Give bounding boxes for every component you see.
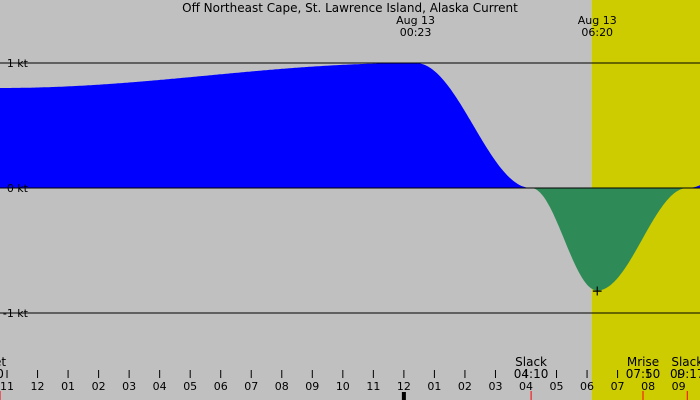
night-background (0, 0, 592, 400)
hour-tick-label: 01 (427, 380, 441, 393)
hour-tick-label: 02 (458, 380, 472, 393)
top-date-label: Aug 13 (578, 14, 617, 27)
hour-tick-label: 11 (0, 380, 14, 393)
hour-tick-label: 04 (519, 380, 533, 393)
event-name: Slack (671, 355, 700, 369)
hour-tick-label: 11 (366, 380, 380, 393)
ebb-area (0, 188, 700, 291)
hour-tick-label: 06 (580, 380, 594, 393)
y-axis-labels: 1 kt 0 kt -1 kt (3, 57, 29, 320)
hour-tick-label: 05 (183, 380, 197, 393)
top-time-label: 06:20 (581, 26, 613, 39)
event-time: 09:17 (670, 367, 700, 381)
hour-axis: 11 12 01 02 03 04 05 06 07 08 09 10 11 12 01 02 03 04 05 06… (0, 370, 686, 400)
hour-tick-label: 07 (244, 380, 258, 393)
y-tick-label: 1 kt (7, 57, 29, 70)
event-time: 0 (0, 367, 4, 381)
hour-tick-label: 01 (61, 380, 75, 393)
event-name: Slack (515, 355, 547, 369)
marker-symbol: + (591, 284, 603, 300)
hour-tick-label: 09 (305, 380, 319, 393)
current-areas (0, 63, 700, 291)
hour-tick-label: 10 (336, 380, 350, 393)
hour-tick-label: 02 (92, 380, 106, 393)
top-date-label: Aug 13 (396, 14, 435, 27)
hour-tick-label: 12 (397, 380, 411, 393)
midnight-marker (401, 392, 406, 400)
hour-tick-label: 08 (641, 380, 655, 393)
event-time: 04:10 (514, 367, 549, 381)
event-name: et (0, 355, 6, 369)
hour-tick-label: 04 (153, 380, 167, 393)
current-marker: + (591, 284, 603, 300)
top-time-label: 00:23 (400, 26, 432, 39)
y-tick-label: 0 kt (7, 182, 29, 195)
hour-tick-label: 03 (488, 380, 502, 393)
flood-area (0, 63, 700, 188)
hour-tick-label: 12 (31, 380, 45, 393)
hour-tick-label: 06 (214, 380, 228, 393)
event-name: Mrise (627, 355, 659, 369)
chart-title: Off Northeast Cape, St. Lawrence Island,… (182, 1, 518, 15)
hour-tick-label: 05 (550, 380, 564, 393)
hour-tick-label: 09 (672, 380, 686, 393)
gridlines (0, 62, 700, 314)
y-tick-label: -1 kt (3, 307, 29, 320)
event-labels: et0Slack04:10Mrise07:50Slack09:17Slack16… (0, 355, 700, 400)
hour-tick-label: 08 (275, 380, 289, 393)
hour-tick-label: 03 (122, 380, 136, 393)
hour-tick-label: 07 (611, 380, 625, 393)
event-time: 07:50 (626, 367, 661, 381)
